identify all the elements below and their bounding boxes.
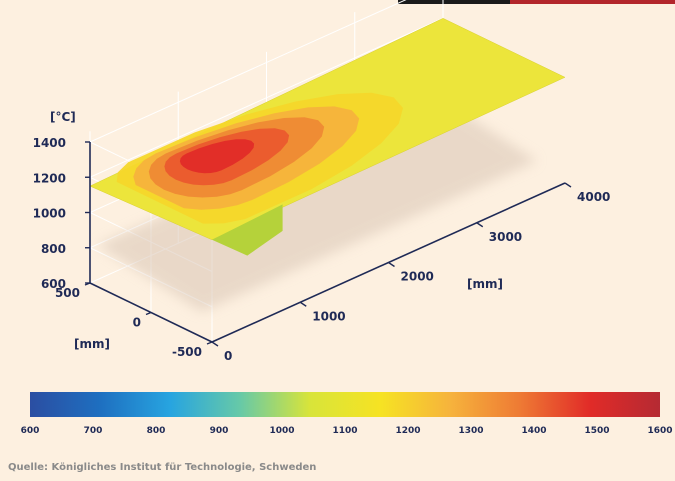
y-tick-label: -500 xyxy=(172,345,202,359)
source-note: Quelle: Königliches Institut für Technol… xyxy=(8,462,317,473)
top-strip-dark xyxy=(398,0,510,4)
x-tick-label: 0 xyxy=(224,349,232,363)
z-tick-label: 600 xyxy=(41,277,66,291)
y-tick-label: 500 xyxy=(55,286,80,300)
top-color-strip xyxy=(398,0,675,4)
colorbar-tick-labels: 600 700 800 900 1000 1100 1200 1300 1400 1500 1600 xyxy=(21,426,673,436)
colorbar-tick-label: 1400 xyxy=(521,426,546,436)
x-tick-label: 3000 xyxy=(489,230,522,244)
surface-shadow xyxy=(97,94,538,312)
x-tick-label: 4000 xyxy=(577,190,610,204)
colorbar-tick-label: 1300 xyxy=(458,426,483,436)
colorbar-tick-label: 1000 xyxy=(269,426,294,436)
temperature-surface xyxy=(89,18,566,256)
colorbar-tick-label: 700 xyxy=(84,426,103,436)
top-strip-red xyxy=(510,0,675,4)
x-unit-label: [mm] xyxy=(467,277,503,291)
colorbar-tick-label: 1200 xyxy=(395,426,420,436)
x-tick-label: 2000 xyxy=(401,270,434,284)
z-tick-label: 1200 xyxy=(33,171,66,185)
z-tick-label: 1400 xyxy=(33,136,66,150)
colorbar-tick-label: 900 xyxy=(210,426,229,436)
tick-labels: 600 800 1000 1200 1400 500 0 -500 0 1000 2000 3000 4… xyxy=(33,136,611,363)
z-tick-label: 800 xyxy=(41,242,66,256)
colorbar xyxy=(30,392,660,417)
y-unit-label: [mm] xyxy=(74,337,110,351)
z-tick-label: 1000 xyxy=(33,207,66,221)
axes xyxy=(84,141,572,347)
x-tick-label: 1000 xyxy=(312,309,345,323)
y-tick-label: 0 xyxy=(133,316,141,330)
colorbar-tick-label: 600 xyxy=(21,426,40,436)
colorbar-tick-label: 1100 xyxy=(332,426,357,436)
z-unit-label: [°C] xyxy=(50,110,76,124)
colorbar-tick-label: 1500 xyxy=(584,426,609,436)
colorbar-tick-label: 1600 xyxy=(647,426,672,436)
colorbar-tick-label: 800 xyxy=(147,426,166,436)
